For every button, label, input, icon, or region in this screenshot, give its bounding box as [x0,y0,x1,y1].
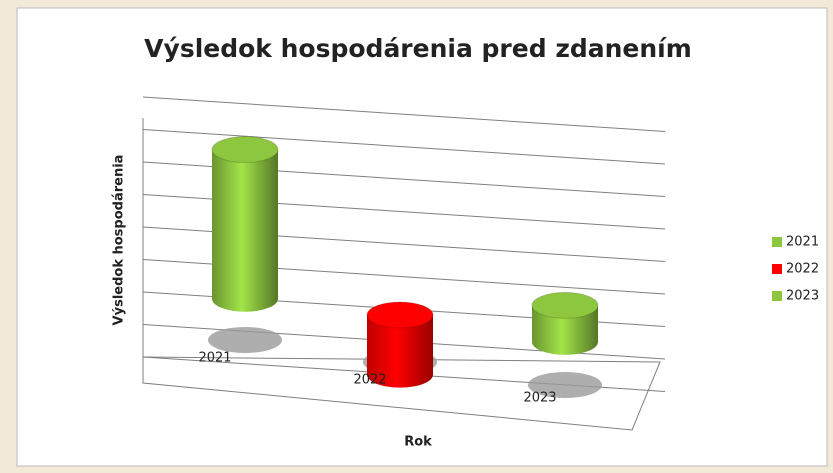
bar [366,301,434,388]
bar-body [532,305,598,355]
x-axis-title: Rok [404,435,432,450]
bar-body [367,314,433,388]
legend-label: 2022 [786,262,819,277]
legend-swatch [772,237,782,247]
bar-shadow [208,327,282,353]
chart-title: Výsledok hospodárenia pred zdanením [144,34,692,63]
grid-line [142,129,666,165]
legend-label: 2023 [786,289,819,304]
grid-line [142,96,666,132]
floor [142,356,661,431]
bar-top [366,301,434,329]
bar-shadow [528,372,602,398]
legend-label: 2021 [786,235,819,250]
y-axis-title: Výsledok hospodárenia [112,155,127,326]
bar-body [212,149,278,312]
bar [531,291,599,355]
x-tick-label: 2022 [353,373,386,388]
bar-top [211,136,279,164]
legend-swatch [772,264,782,274]
x-tick-label: 2023 [523,391,556,406]
legend-swatch [772,291,782,301]
x-tick-label: 2021 [198,351,231,366]
bar-top [531,291,599,319]
bar [211,136,279,312]
